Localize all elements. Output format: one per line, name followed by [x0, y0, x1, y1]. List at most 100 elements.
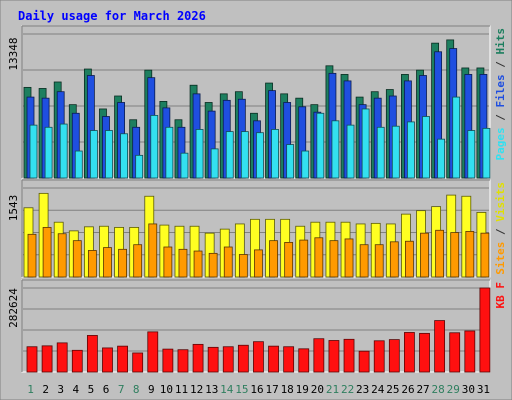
bar-pages: [286, 144, 295, 179]
bar-kbytes: [147, 331, 159, 373]
bar-kbytes: [86, 335, 98, 373]
x-tick-label: 5: [88, 383, 95, 396]
bar-pages: [74, 150, 83, 179]
bar-pages: [467, 130, 476, 179]
bar-kbytes: [298, 348, 310, 373]
x-axis-labels: 1 2 3 4 5 6 7 8 9 10 11 12 13 14 15 16 17 18 19 20 21 22 23 24 2…: [27, 383, 490, 396]
bar-sites: [299, 239, 309, 278]
bar-sites: [163, 246, 173, 278]
bar-sites: [450, 232, 460, 278]
bar-pages: [29, 124, 38, 179]
legend-hits: Pages / Files / Hits: [494, 28, 507, 161]
bar-kbytes: [464, 330, 476, 373]
legend-item: /: [494, 55, 507, 75]
x-tick-label: 8: [133, 383, 140, 396]
bar-kbytes: [162, 348, 174, 373]
bar-pages: [346, 124, 355, 179]
x-tick-label: 9: [148, 383, 155, 396]
bar-sites: [465, 231, 475, 278]
bar-kbytes: [192, 343, 204, 373]
series-pages: [29, 96, 491, 179]
x-tick-label: 4: [73, 383, 80, 396]
bar-kbytes: [328, 340, 340, 373]
legend-visits: Sites / Visits: [494, 182, 507, 275]
bar-pages: [240, 131, 249, 179]
bar-kbytes: [313, 338, 325, 373]
x-tick-label: 26: [401, 383, 414, 396]
bar-pages: [271, 129, 279, 179]
bar-sites: [420, 232, 429, 278]
series-kbytes: [26, 287, 491, 373]
bar-kbytes: [117, 345, 128, 373]
chart-title: Daily usage for March 2026: [18, 9, 206, 23]
bar-sites: [118, 248, 127, 278]
x-tick-label: 6: [103, 383, 110, 396]
bar-sites: [223, 246, 233, 278]
bar-pages: [195, 129, 204, 179]
bar-pages: [376, 126, 385, 179]
x-tick-label: 28: [432, 383, 445, 396]
bar-sites: [435, 229, 445, 278]
bar-kbytes: [479, 287, 491, 373]
bar-sites: [329, 240, 339, 278]
x-tick-label: 23: [356, 383, 369, 396]
panel-visits: 1543 Sites / Visits: [7, 179, 507, 278]
panel-hits: 13348 Pages / Files / Hits: [7, 25, 507, 179]
bar-pages: [331, 120, 340, 179]
bar-sites: [314, 237, 324, 278]
x-tick-label: 22: [341, 383, 354, 396]
bar-pages: [256, 132, 264, 179]
bar-kbytes: [449, 332, 461, 373]
bar-sites: [72, 240, 82, 278]
bar-sites: [269, 240, 278, 278]
bar-sites: [148, 223, 158, 278]
bar-pages: [361, 108, 370, 179]
bar-sites: [178, 248, 188, 278]
x-tick-label: 12: [190, 383, 203, 396]
legend-item: Pages: [494, 127, 507, 160]
legend-item: Hits: [494, 28, 507, 55]
bar-sites: [254, 249, 263, 278]
x-tick-label: 20: [311, 383, 324, 396]
x-tick-label: 16: [250, 383, 263, 396]
x-tick-label: 24: [371, 383, 385, 396]
bar-kbytes: [56, 342, 68, 373]
bar-pages: [44, 126, 53, 179]
bar-sites: [405, 240, 414, 278]
x-tick-label: 27: [416, 383, 429, 396]
bar-kbytes: [373, 340, 385, 373]
bar-pages: [165, 126, 174, 179]
bar-kbytes: [388, 339, 400, 373]
x-tick-label: 7: [118, 383, 125, 396]
x-tick-label: 11: [175, 383, 188, 396]
legend-item: Files: [494, 74, 507, 107]
bar-pages: [135, 154, 144, 179]
x-tick-label: 30: [462, 383, 475, 396]
y-max-label-kbytes: 282624: [7, 288, 20, 328]
bar-kbytes: [26, 346, 38, 373]
bar-sites: [87, 250, 97, 278]
bar-pages: [180, 152, 189, 179]
x-tick-label: 13: [205, 383, 218, 396]
bar-kbytes: [71, 349, 83, 373]
legend-item: Visits: [494, 182, 507, 222]
y-max-label-visits: 1543: [7, 195, 20, 222]
bar-kbytes: [237, 344, 249, 373]
bar-kbytes: [207, 346, 219, 373]
series-sites: [27, 223, 490, 278]
bar-pages: [422, 116, 430, 179]
bar-kbytes: [222, 346, 234, 373]
x-tick-label: 25: [386, 383, 399, 396]
x-tick-label: 29: [447, 383, 460, 396]
legend-kbytes: KB F: [494, 282, 507, 309]
y-max-label-hits: 13348: [7, 37, 20, 70]
bar-kbytes: [132, 352, 144, 373]
bar-pages: [59, 123, 68, 179]
bar-kbytes: [268, 345, 279, 373]
bar-sites: [103, 247, 112, 278]
bar-kbytes: [283, 346, 295, 373]
bar-kbytes: [253, 341, 264, 373]
bar-sites: [374, 244, 384, 278]
bar-pages: [437, 138, 446, 179]
